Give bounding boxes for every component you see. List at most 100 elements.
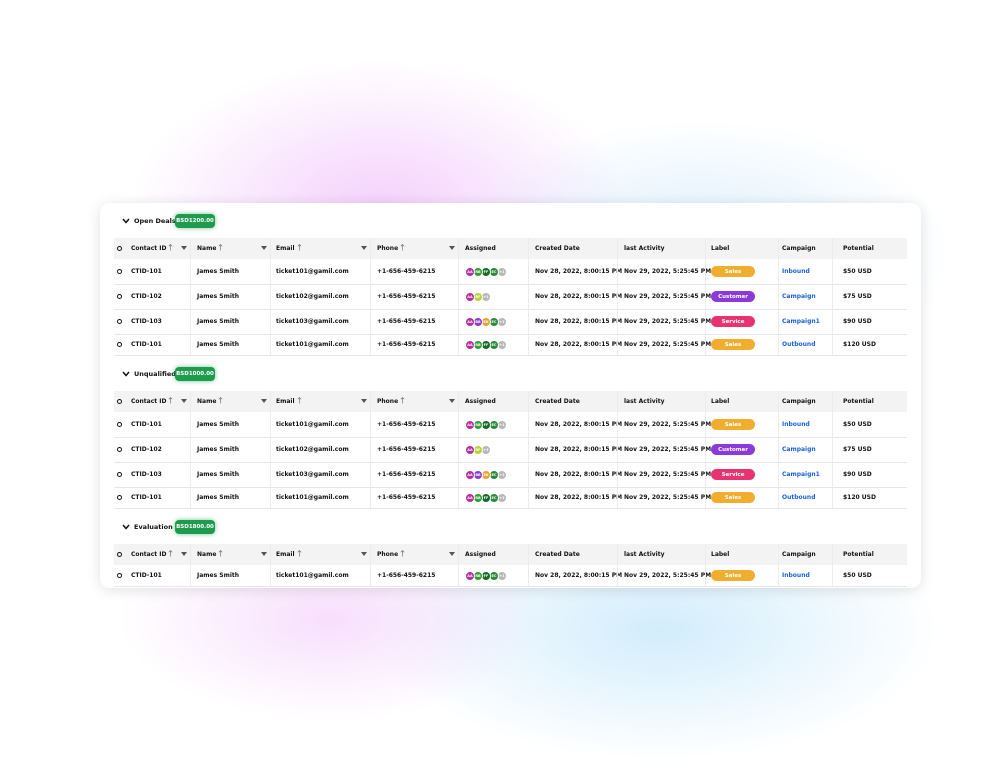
filter-dropdown[interactable] [449, 552, 455, 556]
row-radio[interactable] [117, 422, 122, 427]
sort-icon[interactable] [168, 397, 173, 404]
column-header: Name [197, 398, 217, 405]
row-divider [114, 437, 907, 438]
column-divider [270, 462, 271, 487]
sort-icon[interactable] [218, 397, 223, 404]
campaign-link[interactable]: Campaign [782, 292, 816, 300]
column-divider [705, 412, 706, 437]
cell-created: Nov 28, 2022, 8:00:15 PM [535, 445, 623, 453]
row-radio[interactable] [117, 319, 122, 324]
campaign-link[interactable]: Outbound [782, 340, 816, 348]
campaign-link[interactable]: Inbound [782, 267, 810, 275]
filter-dropdown[interactable] [261, 399, 267, 403]
campaign-link[interactable]: Campaign [782, 445, 816, 453]
campaign-link[interactable]: Outbound [782, 493, 816, 501]
filter-dropdown[interactable] [449, 246, 455, 250]
filter-dropdown[interactable] [181, 552, 187, 556]
cell-name: James Smith [197, 571, 240, 579]
column-divider [190, 334, 191, 355]
cell-email: ticket101@gamil.com [276, 267, 349, 275]
sort-icon[interactable] [168, 550, 173, 557]
row-radio[interactable] [117, 294, 122, 299]
column-header: Assigned [465, 551, 496, 558]
cell-activity: Nov 29, 2022, 5:25:45 PM [624, 267, 712, 275]
column-divider [270, 412, 271, 437]
row-radio[interactable] [117, 447, 122, 452]
column-divider [705, 437, 706, 462]
column-divider [778, 462, 779, 487]
sort-icon[interactable] [168, 244, 173, 251]
sort-icon[interactable] [218, 550, 223, 557]
filter-dropdown[interactable] [181, 246, 187, 250]
sort-icon[interactable] [218, 244, 223, 251]
campaign-link[interactable]: Campaign1 [782, 317, 820, 325]
sort-icon[interactable] [400, 397, 405, 404]
select-all-radio[interactable] [117, 399, 122, 404]
cell-email: ticket103@gamil.com [276, 470, 349, 478]
row-radio[interactable] [117, 342, 122, 347]
select-all-radio[interactable] [117, 246, 122, 251]
campaign-link[interactable]: Campaign1 [782, 470, 820, 478]
assignee-avatar: AA [465, 492, 475, 503]
row-radio[interactable] [117, 573, 122, 578]
row-radio[interactable] [117, 269, 122, 274]
filter-dropdown[interactable] [261, 246, 267, 250]
row-radio[interactable] [117, 472, 122, 477]
row-radio[interactable] [117, 495, 122, 500]
cell-phone: +1-656-459-6215 [377, 493, 436, 501]
column-header: Label [711, 398, 730, 405]
sort-icon[interactable] [400, 550, 405, 557]
column-divider [370, 259, 371, 284]
cell-phone: +1-656-459-6215 [377, 470, 436, 478]
filter-dropdown[interactable] [181, 399, 187, 403]
column-divider [832, 565, 833, 586]
column-divider [617, 462, 618, 487]
column-divider [370, 412, 371, 437]
column-divider [617, 391, 618, 412]
cell-activity: Nov 29, 2022, 5:25:45 PM [624, 420, 712, 428]
filter-dropdown[interactable] [361, 399, 367, 403]
column-header: Campaign [782, 398, 816, 405]
collapse-chevron[interactable] [122, 371, 130, 377]
column-divider [778, 284, 779, 309]
column-divider [528, 259, 529, 284]
campaign-link[interactable]: Inbound [782, 420, 810, 428]
select-all-radio[interactable] [117, 552, 122, 557]
cell-activity: Nov 29, 2022, 5:25:45 PM [624, 445, 712, 453]
sort-icon[interactable] [297, 550, 302, 557]
column-divider [617, 284, 618, 309]
cell-email: ticket101@gamil.com [276, 340, 349, 348]
column-header: Potential [843, 245, 874, 252]
row-divider [114, 462, 907, 463]
filter-dropdown[interactable] [261, 552, 267, 556]
column-divider [270, 259, 271, 284]
column-header: Label [711, 551, 730, 558]
column-header: Contact ID [131, 398, 167, 405]
label-pill: Sales [711, 570, 755, 581]
column-divider [705, 391, 706, 412]
sort-icon[interactable] [297, 397, 302, 404]
collapse-chevron[interactable] [122, 524, 130, 530]
column-divider [832, 412, 833, 437]
column-divider [705, 565, 706, 586]
row-divider [114, 334, 907, 335]
cell-phone: +1-656-459-6215 [377, 571, 436, 579]
column-divider [832, 544, 833, 565]
sort-icon[interactable] [400, 244, 405, 251]
collapse-chevron[interactable] [122, 218, 130, 224]
column-divider [528, 284, 529, 309]
column-header: Name [197, 551, 217, 558]
campaign-link[interactable]: Inbound [782, 571, 810, 579]
sort-icon[interactable] [297, 244, 302, 251]
filter-dropdown[interactable] [449, 399, 455, 403]
column-divider [190, 238, 191, 259]
column-divider [270, 544, 271, 565]
column-divider [370, 487, 371, 508]
column-divider [270, 565, 271, 586]
filter-dropdown[interactable] [361, 246, 367, 250]
group-title: Evaluation [134, 523, 173, 531]
column-header: Assigned [465, 245, 496, 252]
filter-dropdown[interactable] [361, 552, 367, 556]
group-title: Unqualified [134, 370, 176, 378]
assignee-avatar: AA [465, 339, 475, 350]
